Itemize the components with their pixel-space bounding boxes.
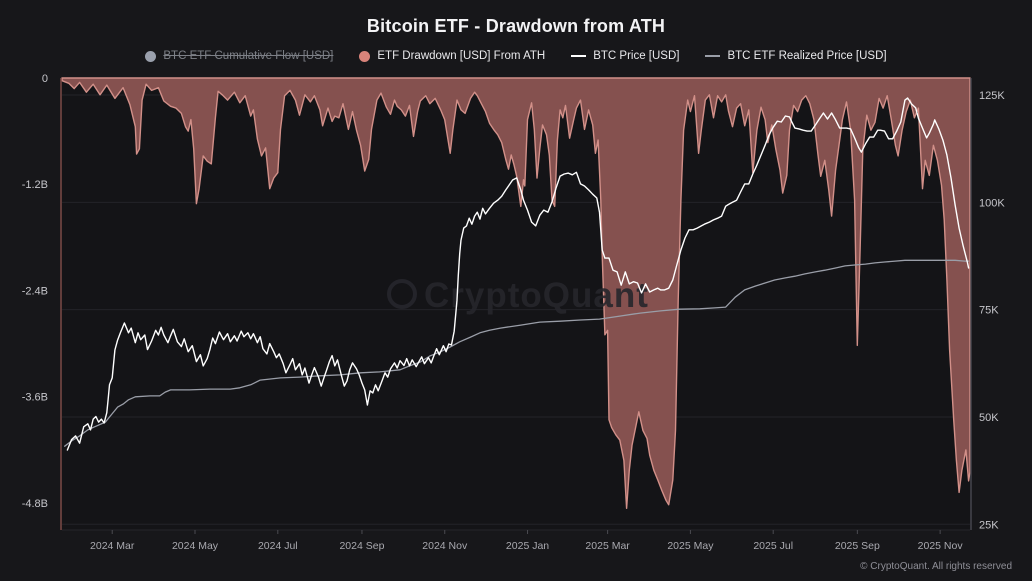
legend-line-icon <box>571 55 587 57</box>
watermark-text: CryptoQuant <box>424 276 649 315</box>
y-left-axis-label: -3.6B <box>22 392 48 404</box>
chart-title: Bitcoin ETF - Drawdown from ATH <box>366 16 666 36</box>
legend-item-2[interactable]: BTC Price [USD] <box>571 50 679 62</box>
legend-item-label: BTC ETF Cumulative Flow [USD] <box>163 50 334 62</box>
legend-line-icon <box>705 55 721 57</box>
legend-item-1[interactable]: ETF Drawdown [USD] From ATH <box>359 50 545 62</box>
legend-dot-icon <box>145 50 157 62</box>
x-axis-label: 2025 Nov <box>918 540 964 552</box>
y-left-axis-label: -2.4B <box>22 285 48 297</box>
x-axis-label: 2024 Sep <box>339 540 384 552</box>
legend-item-label: ETF Drawdown [USD] From ATH <box>377 50 546 62</box>
x-axis-label: 2024 Mar <box>90 540 135 552</box>
cryptoquant-logo-icon <box>387 279 417 309</box>
x-axis-label: 2024 Nov <box>422 540 468 552</box>
legend-dot-icon <box>359 50 371 62</box>
chart-legend: BTC ETF Cumulative Flow [USD] ETF Drawdow… <box>0 50 1032 62</box>
legend-item-3[interactable]: BTC ETF Realized Price [USD] <box>705 50 887 62</box>
x-axis-label: 2024 May <box>172 540 219 552</box>
y-left-axis-label: -1.2B <box>22 179 48 191</box>
x-axis-label: 2025 Mar <box>585 540 630 552</box>
etf-drawdown-area <box>61 77 971 509</box>
y-right-axis-label: 125K <box>979 90 1005 102</box>
x-axis-label: 2024 Jul <box>258 540 298 552</box>
x-axis-label: 2025 May <box>667 540 714 552</box>
legend-item-label: BTC ETF Realized Price [USD] <box>727 50 887 62</box>
x-axis-label: 2025 Jan <box>506 540 549 552</box>
btc-etf-realized-price-line <box>64 259 970 447</box>
y-left-axis-label: -4.8B <box>22 498 48 510</box>
y-left-axis-label: 0 <box>42 73 48 85</box>
y-right-axis-label: 100K <box>979 197 1005 209</box>
legend-item-0[interactable]: BTC ETF Cumulative Flow [USD] <box>145 50 333 62</box>
copyright-text: © CryptoQuant. All rights reserved <box>860 561 1012 572</box>
x-axis-label: 2025 Sep <box>835 540 880 552</box>
y-right-axis-label: 25K <box>979 519 999 531</box>
y-right-axis-label: 50K <box>979 412 999 424</box>
legend-item-label: BTC Price [USD] <box>593 50 680 62</box>
y-right-axis-label: 75K <box>979 305 999 317</box>
btc-price-line <box>66 97 970 451</box>
x-axis-label: 2025 Jul <box>753 540 793 552</box>
